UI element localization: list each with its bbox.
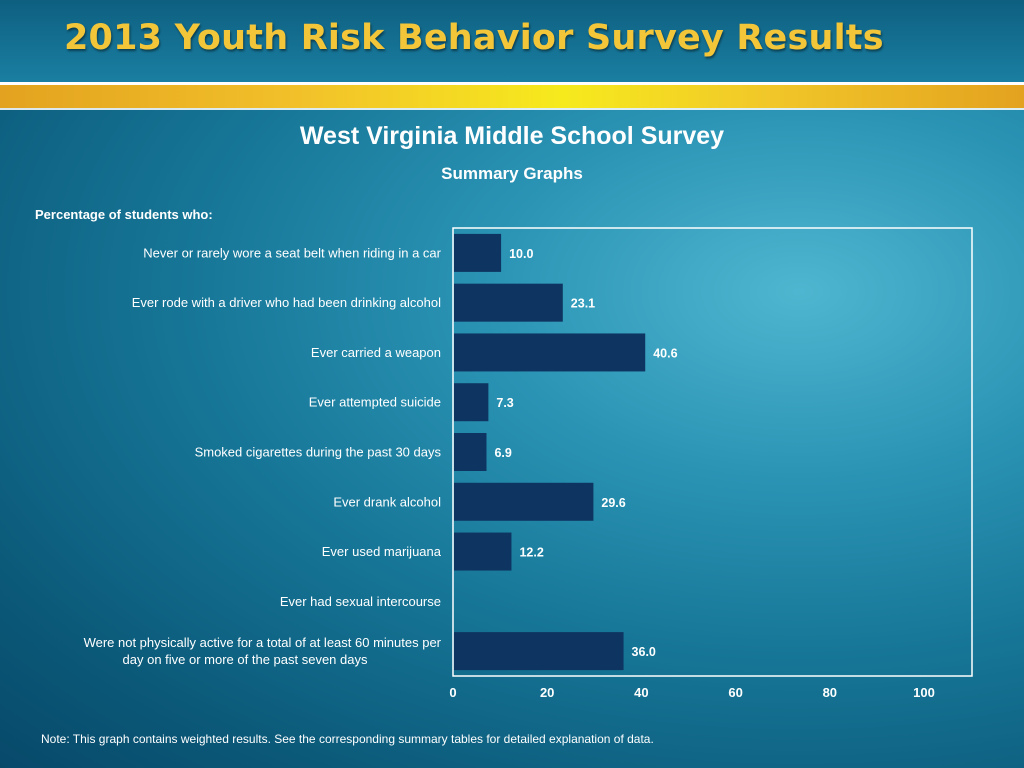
category-label: Smoked cigarettes during the past 30 day… — [195, 445, 442, 460]
category-label: Ever carried a weapon — [311, 345, 441, 360]
header-title: 2013 Youth Risk Behavior Survey Results — [64, 18, 884, 58]
bar — [454, 482, 594, 521]
chart-subtitle: Summary Graphs — [441, 164, 583, 183]
bar — [454, 383, 489, 422]
value-label: 12.2 — [519, 546, 543, 560]
chart-caption: Percentage of students who: — [35, 207, 213, 222]
category-label: Ever had sexual intercourse — [280, 594, 441, 609]
value-label: 23.1 — [571, 297, 595, 311]
header-band — [0, 0, 1024, 82]
category-label: Ever rode with a driver who had been dri… — [132, 295, 441, 310]
x-tick-label: 80 — [823, 685, 837, 700]
gold-banner-bar — [0, 85, 1024, 108]
category-label: Ever drank alcohol — [333, 494, 441, 509]
x-tick-label: 0 — [449, 685, 456, 700]
bar — [454, 532, 512, 571]
x-tick-label: 100 — [913, 685, 935, 700]
plot-frame — [452, 227, 973, 677]
bar — [454, 333, 646, 372]
category-label: Ever attempted suicide — [309, 395, 441, 410]
bar — [454, 433, 487, 471]
bar — [454, 283, 563, 322]
value-label: 10.0 — [509, 247, 533, 261]
header-divider-bottom — [0, 108, 1024, 110]
bar — [454, 632, 624, 671]
header-divider-top — [0, 82, 1024, 85]
value-label: 6.9 — [494, 446, 511, 460]
footnote: Note: This graph contains weighted resul… — [41, 732, 654, 746]
chart-title: West Virginia Middle School Survey — [299, 122, 725, 150]
x-tick-label: 40 — [634, 685, 648, 700]
value-label: 7.3 — [496, 396, 513, 410]
value-label: 40.6 — [653, 346, 677, 360]
x-tick-label: 60 — [728, 685, 742, 700]
value-label: 36.0 — [632, 645, 656, 659]
category-label: Were not physically active for a total o… — [84, 635, 442, 667]
x-tick-label: 20 — [540, 685, 554, 700]
category-label: Ever used marijuana — [322, 544, 442, 559]
value-label: 29.6 — [601, 496, 625, 510]
bar — [454, 233, 502, 272]
category-label: Never or rarely wore a seat belt when ri… — [143, 245, 441, 260]
